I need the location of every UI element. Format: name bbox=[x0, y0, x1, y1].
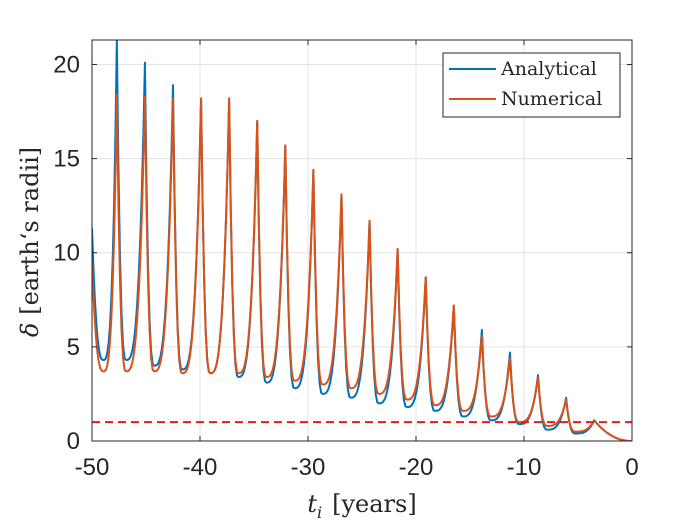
y-tick-label: 5 bbox=[67, 334, 80, 361]
series-line-numerical bbox=[92, 93, 632, 441]
x-axis-label-subscript: i bbox=[317, 503, 322, 522]
legend: Analytical Numerical bbox=[442, 52, 621, 118]
tick-labels: -50 -40 -30 -20 -10 0 0 5 10 15 20 bbox=[53, 51, 638, 481]
y-tick-label: 20 bbox=[53, 51, 80, 78]
x-tick-label: 0 bbox=[625, 454, 638, 481]
x-tick-label: -40 bbox=[183, 454, 218, 481]
legend-box bbox=[442, 52, 621, 118]
y-axis-label-unit: [earth‘s radii] bbox=[16, 147, 44, 315]
x-axis-label-variable: t bbox=[307, 490, 317, 518]
svg-text:ti[years]: ti [years] bbox=[307, 490, 416, 522]
plot-frame bbox=[91, 39, 633, 442]
y-tick-label: 10 bbox=[53, 240, 80, 267]
svg-text:δ[earth‘s radii]: δ [earth‘s radii] bbox=[16, 147, 44, 337]
x-tick-label: -20 bbox=[399, 454, 434, 481]
x-axis-label-unit: [years] bbox=[332, 490, 417, 518]
x-tick-label: -10 bbox=[507, 454, 542, 481]
x-tick-label: -50 bbox=[75, 454, 110, 481]
series-group bbox=[92, 40, 632, 441]
legend-label-numerical: Numerical bbox=[501, 88, 602, 110]
x-axis-label: ti [years] bbox=[307, 490, 416, 522]
legend-label-analytical: Analytical bbox=[500, 58, 597, 80]
x-tick-label: -30 bbox=[291, 454, 326, 481]
y-tick-label: 15 bbox=[53, 146, 80, 173]
y-tick-label: 0 bbox=[67, 428, 80, 455]
y-axis-label: δ [earth‘s radii] bbox=[16, 147, 44, 337]
ticks bbox=[91, 40, 633, 442]
y-axis-label-variable: δ bbox=[16, 323, 44, 337]
